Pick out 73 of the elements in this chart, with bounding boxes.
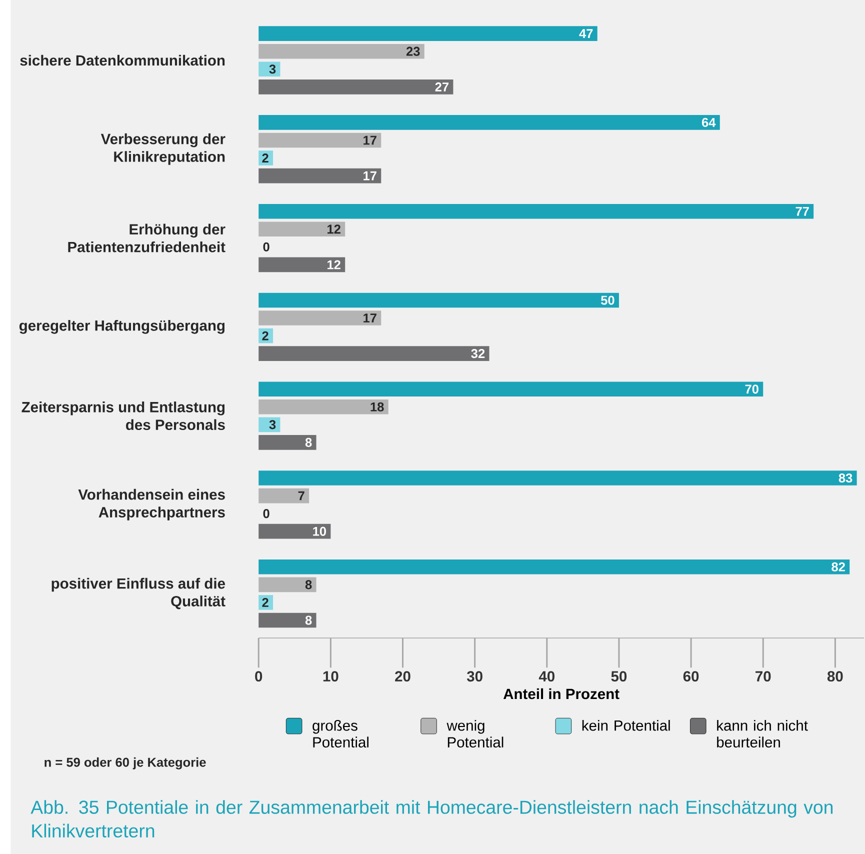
x-tick-label: 10	[323, 670, 338, 682]
bar	[258, 168, 382, 184]
data-label: 2	[262, 331, 268, 340]
bar	[258, 524, 331, 539]
y-tick-label: Verbesserung der Klinikreputation	[100, 133, 226, 165]
data-label: 17	[364, 171, 376, 180]
data-label: 27	[435, 82, 448, 92]
bar	[258, 114, 720, 130]
y-tick-label: Erhöhung der Patientenzufriedenheit	[68, 224, 226, 252]
data-label: 8	[305, 616, 312, 625]
data-label: 3	[269, 64, 276, 74]
bar	[258, 346, 490, 361]
bar	[258, 577, 316, 592]
data-label: 10	[313, 526, 326, 536]
bar	[258, 399, 388, 414]
data-label: 8	[305, 580, 312, 590]
data-label: 18	[370, 402, 384, 412]
data-label: 2	[262, 598, 268, 607]
x-tick-label: 20	[395, 670, 410, 682]
y-tick-label: Vorhandensein eines Ansprechpartners	[78, 488, 225, 520]
data-label: 0	[263, 242, 270, 252]
bar	[258, 382, 764, 396]
bar	[258, 44, 424, 59]
bar	[258, 292, 619, 308]
bar	[258, 257, 346, 272]
data-label: 70	[745, 384, 758, 394]
y-tick-label: Zeitersparnis und Entlastung des Personals	[22, 401, 225, 430]
data-label: 17	[364, 136, 376, 144]
legend-label: wenig Potential	[446, 720, 504, 748]
text: n = 59 oder 60 je Kategorie	[44, 757, 206, 770]
bar	[258, 132, 382, 148]
data-label: 50	[601, 296, 614, 305]
data-label: 12	[328, 224, 340, 234]
y-tick-label: geregelter Haftungsübergang	[19, 320, 224, 334]
legend-label: kein Potential	[582, 720, 670, 731]
x-tick-label: 0	[255, 670, 262, 682]
bar	[258, 488, 310, 504]
x-tick-label: 50	[611, 670, 627, 682]
bar	[258, 222, 346, 236]
bar	[258, 612, 316, 628]
bar	[258, 204, 814, 219]
data-label: 32	[471, 348, 485, 358]
data-label: 17	[364, 313, 376, 322]
legend-label: großes Potential	[312, 720, 368, 748]
data-label: 12	[328, 260, 340, 269]
legend-label: kann ich nicht beurteilen	[717, 720, 808, 748]
bar	[258, 26, 598, 41]
data-label: 7	[298, 491, 304, 500]
x-tick-label: 80	[827, 670, 843, 682]
bar	[258, 470, 857, 486]
data-label: 3	[269, 420, 276, 430]
x-axis-title: Anteil in Prozent	[503, 688, 620, 700]
x-tick-label: 70	[756, 670, 771, 682]
bar	[258, 310, 382, 326]
data-label: 23	[406, 46, 420, 56]
data-label: 77	[796, 206, 809, 216]
data-label: 47	[579, 29, 593, 38]
bar	[258, 559, 850, 574]
x-tick-label: 40	[538, 670, 554, 682]
bar	[258, 62, 280, 76]
data-label: 0	[263, 508, 270, 518]
data-label: 8	[305, 438, 312, 447]
data-label: 82	[832, 562, 845, 572]
bar	[258, 79, 454, 94]
data-label: 83	[838, 473, 852, 482]
y-tick-label: positiver Einfluss auf die Qualität	[52, 578, 226, 610]
text: Abb. 35 Potentiale in der Zusammenarbeit mit Homecare-Dienstleistern nach Einschätzung von Klinikvertretern	[30, 800, 833, 838]
data-label: 2	[262, 153, 268, 162]
x-tick-label: 30	[466, 670, 482, 682]
y-tick-label: sichere Datenkommunikation	[20, 54, 225, 66]
x-tick-label: 60	[683, 670, 699, 682]
data-label: 64	[702, 118, 716, 127]
bar	[258, 434, 316, 450]
